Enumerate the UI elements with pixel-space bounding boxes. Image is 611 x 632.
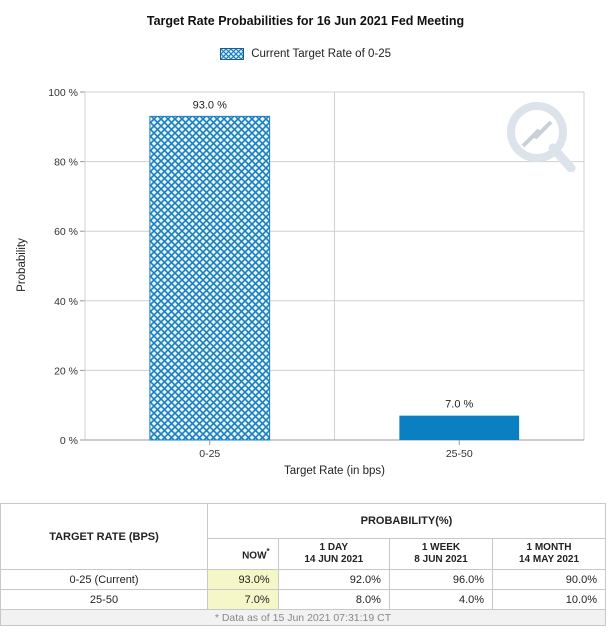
- bar[interactable]: [399, 415, 520, 440]
- probability-header: PROBABILITY(%): [207, 503, 606, 539]
- x-tick-label: 0-25: [199, 448, 220, 460]
- legend-label: Current Target Rate of 0-25: [251, 48, 391, 61]
- y-tick-label: 100 %: [48, 87, 78, 99]
- cell-now: 93.0%: [207, 569, 279, 590]
- row-label: 25-50: [0, 589, 208, 610]
- table-row: 0-25 (Current) 93.0% 92.0% 96.0% 90.0%: [0, 569, 606, 590]
- probability-table: TARGET RATE (BPS) PROBABILITY(%) NOW* 1 …: [0, 503, 606, 626]
- x-tick-label: 25-50: [446, 448, 473, 460]
- cell-1day: 92.0%: [277, 569, 390, 590]
- table-row: 25-50 7.0% 8.0% 4.0% 10.0%: [0, 589, 606, 610]
- cell-1week: 4.0%: [388, 589, 494, 610]
- y-tick-label: 20 %: [54, 365, 78, 377]
- bar-value-label: 7.0 %: [445, 399, 473, 411]
- bar[interactable]: [149, 115, 271, 441]
- bar-value-label: 93.0 %: [193, 99, 227, 111]
- chart-legend[interactable]: Current Target Rate of 0-25: [0, 48, 611, 60]
- col-1month-header: 1 MONTH 14 MAY 2021: [492, 538, 606, 570]
- target-rate-header: TARGET RATE (BPS): [0, 503, 208, 570]
- cell-1day: 8.0%: [277, 589, 390, 610]
- data-timestamp-footnote: * Data as of 15 Jun 2021 07:31:19 CT: [0, 609, 606, 626]
- y-tick-label: 40 %: [54, 296, 78, 308]
- x-axis-title: Target Rate (in bps): [284, 465, 385, 477]
- col-1day-header: 1 DAY 14 JUN 2021: [277, 538, 390, 570]
- cell-now: 7.0%: [207, 589, 279, 610]
- chart-title: Target Rate Probabilities for 16 Jun 202…: [146, 14, 465, 28]
- x-tick-labels: 0-25 25-50: [199, 440, 473, 460]
- y-tick-label: 80 %: [54, 157, 78, 169]
- chart-area: Target Rate Probabilities for 16 Jun 202…: [0, 14, 611, 477]
- probability-table-container: TARGET RATE (BPS) PROBABILITY(%) NOW* 1 …: [0, 503, 606, 626]
- cell-1month: 10.0%: [492, 589, 606, 610]
- row-label: 0-25 (Current): [0, 569, 208, 590]
- subheader-row: NOW* 1 DAY 14 JUN 2021 1 WEEK 8 JUN 2021 1…: [1, 538, 606, 570]
- col-now-header: NOW*: [207, 538, 279, 570]
- plot-area: 0 % 20 % 40 % 60 % 80 % 100 % 93.0 % 7.0 % 0-2…: [48, 87, 585, 460]
- y-tick-label: 60 %: [54, 226, 78, 238]
- cell-1month: 90.0%: [492, 569, 606, 590]
- legend-swatch-icon: [220, 48, 244, 60]
- cell-1week: 96.0%: [388, 569, 494, 590]
- cme-logo-icon: [507, 102, 576, 172]
- bar-value-labels: 93.0 % 7.0 %: [193, 99, 474, 410]
- bars: [149, 115, 520, 441]
- y-tick-labels: 0 % 20 % 40 % 60 % 80 % 100 %: [48, 87, 78, 447]
- y-tick-label: 0 %: [60, 435, 78, 447]
- col-1week-header: 1 WEEK 8 JUN 2021: [388, 538, 494, 570]
